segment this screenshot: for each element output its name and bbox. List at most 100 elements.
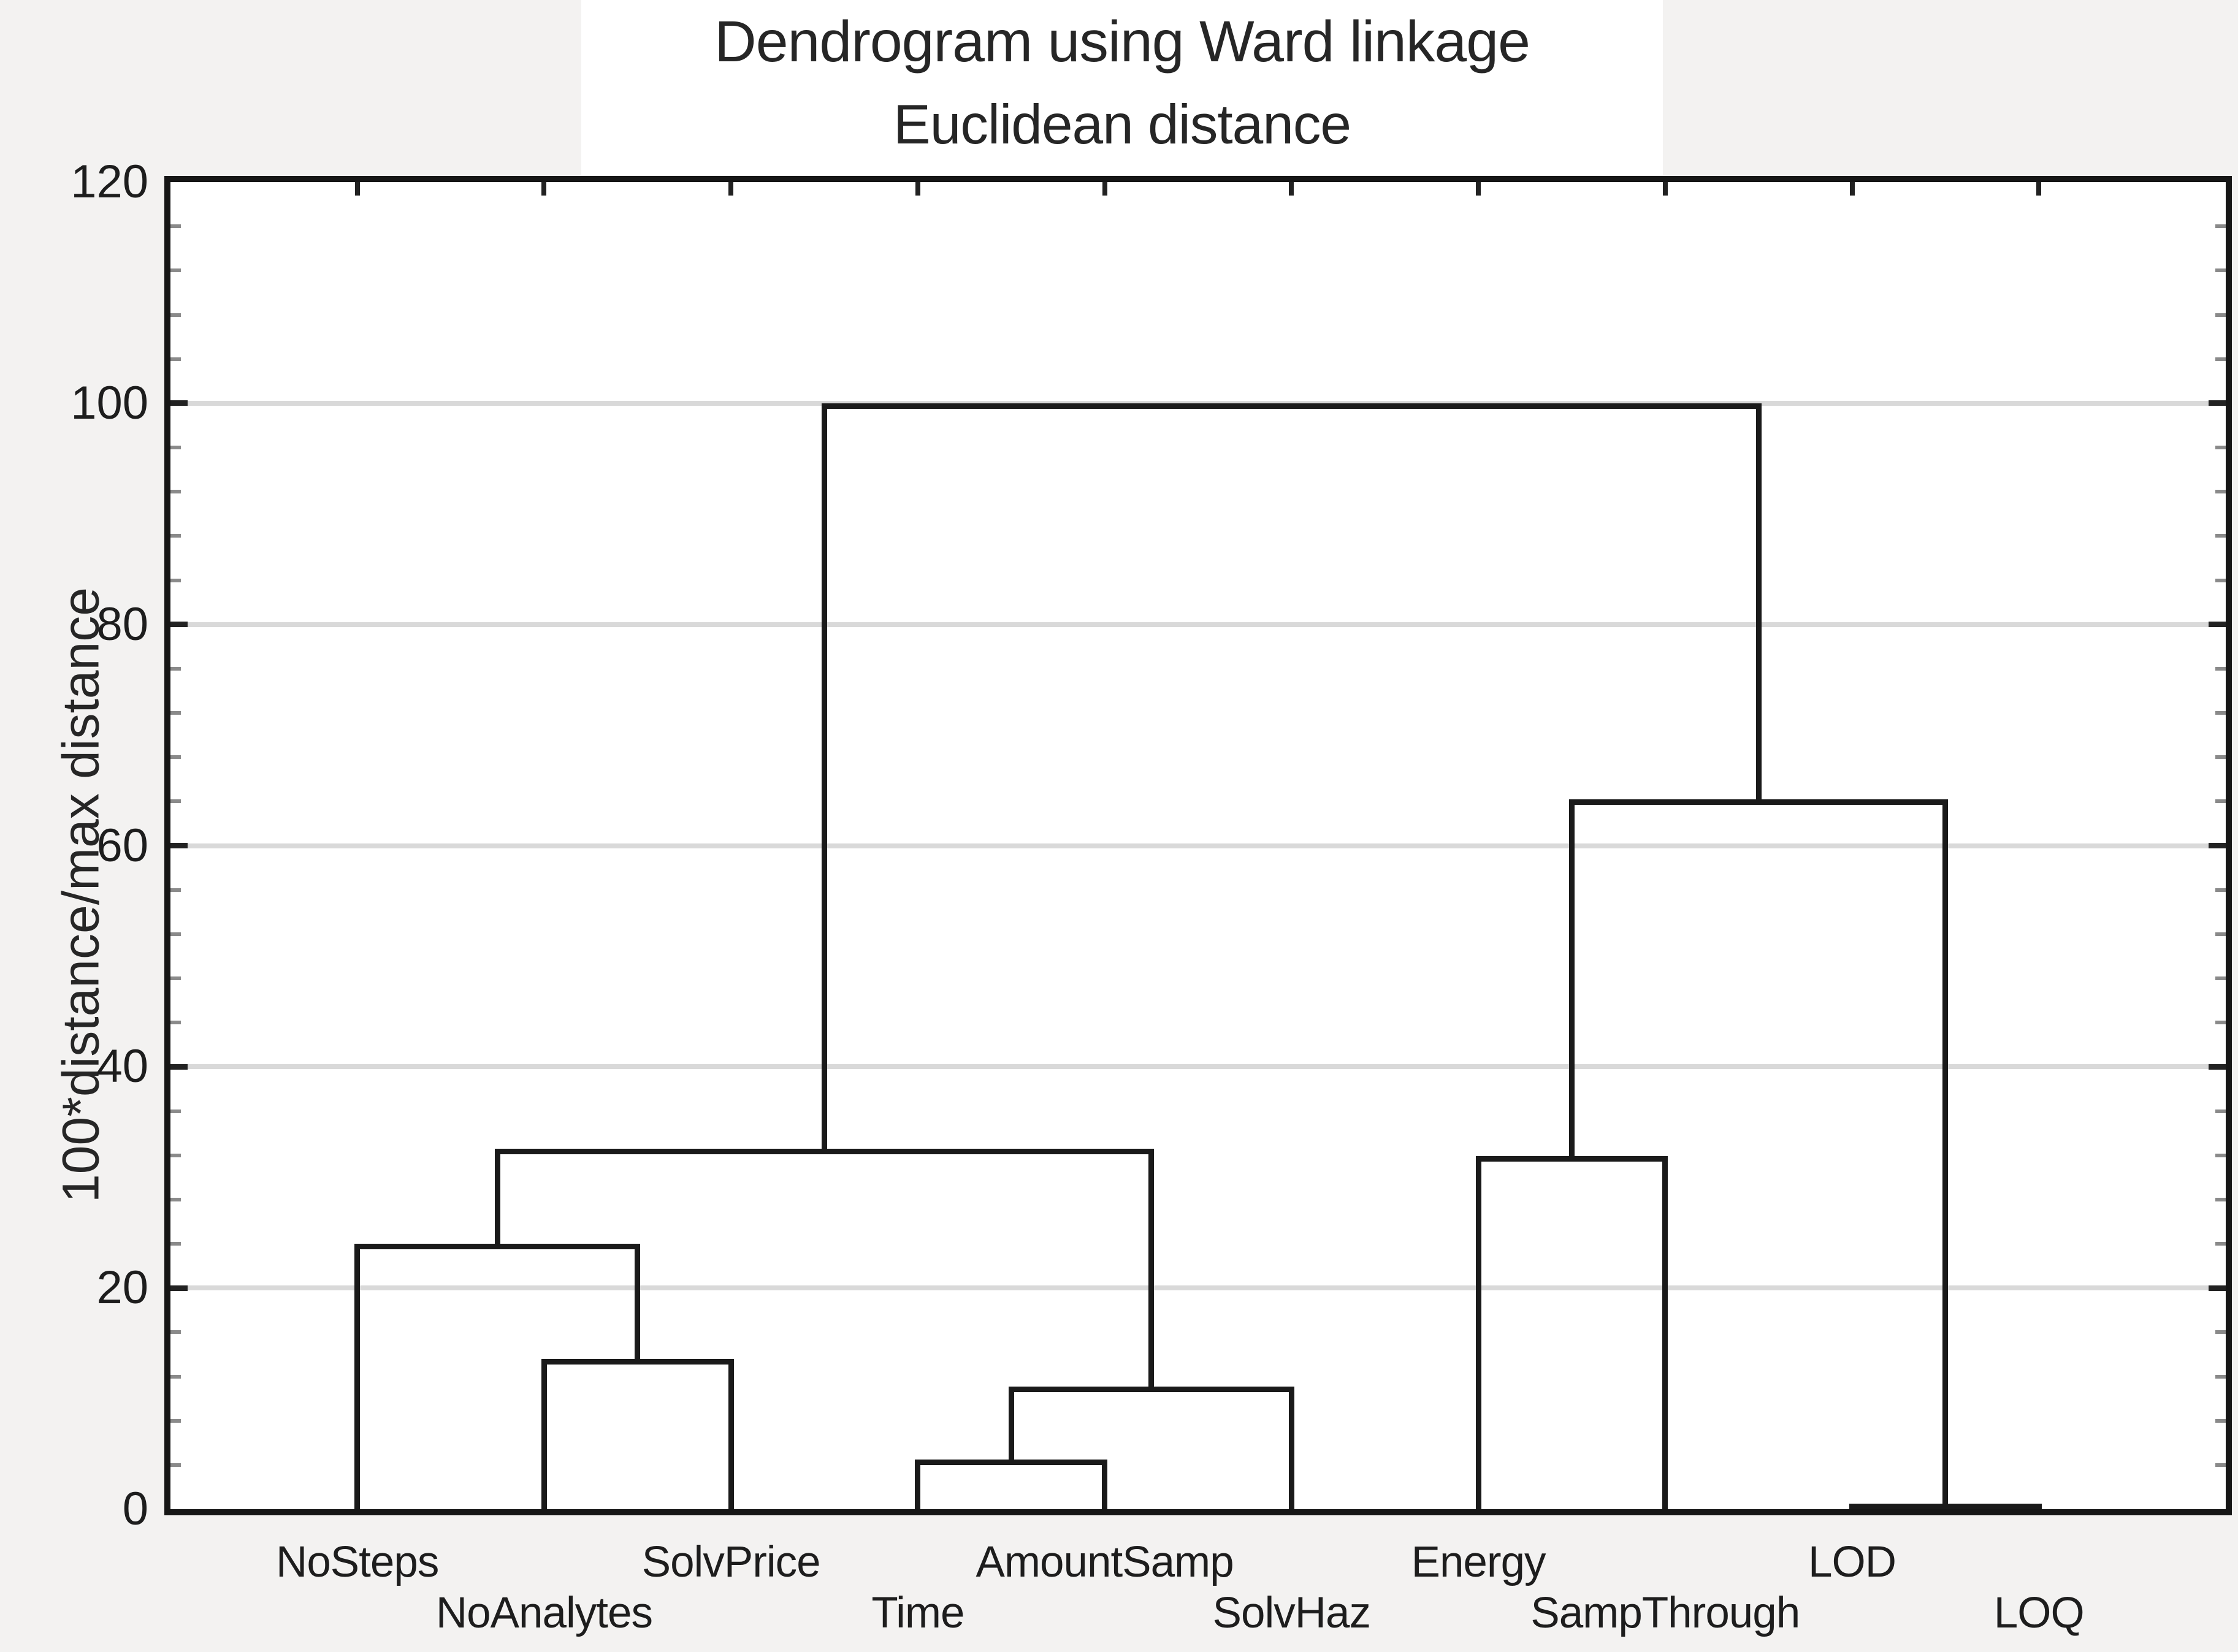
dendrogram-link-bar [1568, 799, 1949, 805]
y-gridline [170, 1285, 2226, 1291]
x-axis-top-tick [354, 182, 360, 196]
y-axis-minor-tick [170, 711, 181, 715]
dendrogram-link-bar [541, 1358, 734, 1365]
dendrogram-link-bar [1475, 1156, 1668, 1162]
y-tick-label: 120 [71, 156, 148, 208]
y-axis-minor-tick-right [2215, 268, 2226, 273]
y-axis-minor-tick-right [2215, 313, 2226, 317]
y-axis-minor-tick [170, 755, 181, 759]
y-tick-label: 40 [96, 1040, 148, 1093]
y-axis-minor-tick-right [2215, 1374, 2226, 1379]
y-axis-minor-tick-right [2215, 357, 2226, 361]
y-axis-minor-tick [170, 1109, 181, 1113]
y-axis-minor-tick [170, 1330, 181, 1334]
y-axis-minor-tick [170, 888, 181, 892]
title-band [581, 0, 1663, 178]
dendrogram-link-vertical [728, 1358, 734, 1509]
y-axis-minor-tick [170, 446, 181, 449]
y-axis-minor-tick-right [2215, 1153, 2226, 1157]
y-gridline [170, 1064, 2226, 1070]
leaf-label: Energy [1411, 1538, 1546, 1586]
leaf-label: AmountSamp [976, 1538, 1234, 1586]
x-axis-top-tick [728, 182, 734, 196]
dendrogram-link-vertical [1288, 1386, 1294, 1509]
y-axis-minor-tick [170, 224, 181, 229]
dendrogram-link-vertical [1475, 1156, 1481, 1509]
dendrogram-link-vertical [1755, 403, 1762, 799]
y-axis-minor-tick [170, 666, 181, 671]
y-axis-minor-tick [170, 976, 181, 980]
y-tick-label: 100 [71, 376, 148, 429]
dendrogram-link-vertical [541, 1358, 547, 1509]
leaf-label: Time [871, 1589, 964, 1637]
y-axis-minor-tick [170, 490, 181, 494]
y-axis-major-tick-right [2209, 843, 2226, 848]
dendrogram-link-vertical [1102, 1459, 1108, 1509]
dendrogram-link-bar [915, 1459, 1108, 1465]
y-tick-label: 60 [96, 819, 148, 872]
y-axis-minor-tick-right [2215, 1197, 2226, 1201]
y-axis-minor-tick-right [2215, 1109, 2226, 1113]
y-axis-minor-tick [170, 1463, 181, 1467]
x-axis-top-tick [1849, 182, 1855, 196]
y-axis-minor-tick [170, 1021, 181, 1025]
y-axis-minor-tick-right [2215, 888, 2226, 892]
dendrogram-link-bar [822, 403, 1762, 409]
y-axis-minor-tick-right [2215, 1463, 2226, 1467]
y-axis-minor-tick-right [2215, 799, 2226, 804]
y-axis-major-tick [170, 400, 188, 406]
dendrogram-link-vertical [1662, 1156, 1668, 1509]
dendrogram-link-vertical [915, 1459, 921, 1509]
dendrogram-link-vertical [822, 403, 828, 1149]
leaf-label: SolvHaz [1212, 1589, 1371, 1637]
y-axis-major-tick-right [2209, 1285, 2226, 1291]
y-axis-minor-tick-right [2215, 534, 2226, 538]
y-axis-minor-tick [170, 799, 181, 804]
y-axis-major-tick-right [2209, 400, 2226, 406]
chart-subtitle: Euclidean distance [893, 94, 1351, 156]
x-axis-top-tick [1102, 182, 1107, 196]
leaf-label: NoAnalytes [435, 1589, 653, 1637]
dendrogram-link-vertical [1942, 799, 1949, 1504]
dendrogram-link-vertical [494, 1148, 500, 1244]
y-axis-minor-tick-right [2215, 1330, 2226, 1334]
y-gridline [170, 843, 2226, 848]
y-axis-minor-tick-right [2215, 711, 2226, 715]
dendrogram-link-vertical [635, 1244, 641, 1359]
y-tick-label: 80 [96, 598, 148, 650]
x-axis-top-tick [1662, 182, 1668, 196]
y-axis-minor-tick [170, 268, 181, 273]
y-axis-minor-tick-right [2215, 490, 2226, 494]
dendrogram-link-vertical [1148, 1148, 1155, 1387]
dendrogram-link-bar [354, 1244, 641, 1249]
y-axis-minor-tick-right [2215, 446, 2226, 449]
y-axis-minor-tick [170, 1242, 181, 1246]
y-axis-minor-tick-right [2215, 755, 2226, 759]
y-axis-major-tick-right [2209, 1064, 2226, 1070]
y-axis-minor-tick-right [2215, 976, 2226, 980]
y-axis-minor-tick [170, 932, 181, 936]
y-axis-minor-tick-right [2215, 578, 2226, 582]
leaf-label: LOQ [1993, 1589, 2085, 1637]
x-axis-top-tick [1289, 182, 1294, 196]
plot-frame [164, 176, 2232, 1515]
y-axis-major-tick [170, 843, 188, 848]
dendrogram-link-bar [494, 1148, 1155, 1154]
leaf-label: SolvPrice [641, 1538, 821, 1586]
dendrogram-link-vertical [354, 1244, 361, 1509]
dendrogram-link-vertical [1568, 799, 1575, 1157]
y-axis-minor-tick [170, 578, 181, 582]
x-axis-top-tick [541, 182, 547, 196]
y-gridline [170, 622, 2226, 627]
y-axis-minor-tick [170, 1197, 181, 1201]
y-axis-minor-tick [170, 1153, 181, 1157]
dendrogram-link-bar [1008, 1386, 1294, 1392]
dendrogram-link-bar [1849, 1503, 2042, 1509]
y-tick-label: 0 [122, 1483, 148, 1535]
y-axis-minor-tick-right [2215, 224, 2226, 229]
y-axis-title: 100*distance/max distance [52, 587, 110, 1203]
x-axis-top-tick [915, 182, 920, 196]
dendrogram-link-vertical [1008, 1386, 1014, 1460]
y-axis-minor-tick [170, 1418, 181, 1423]
